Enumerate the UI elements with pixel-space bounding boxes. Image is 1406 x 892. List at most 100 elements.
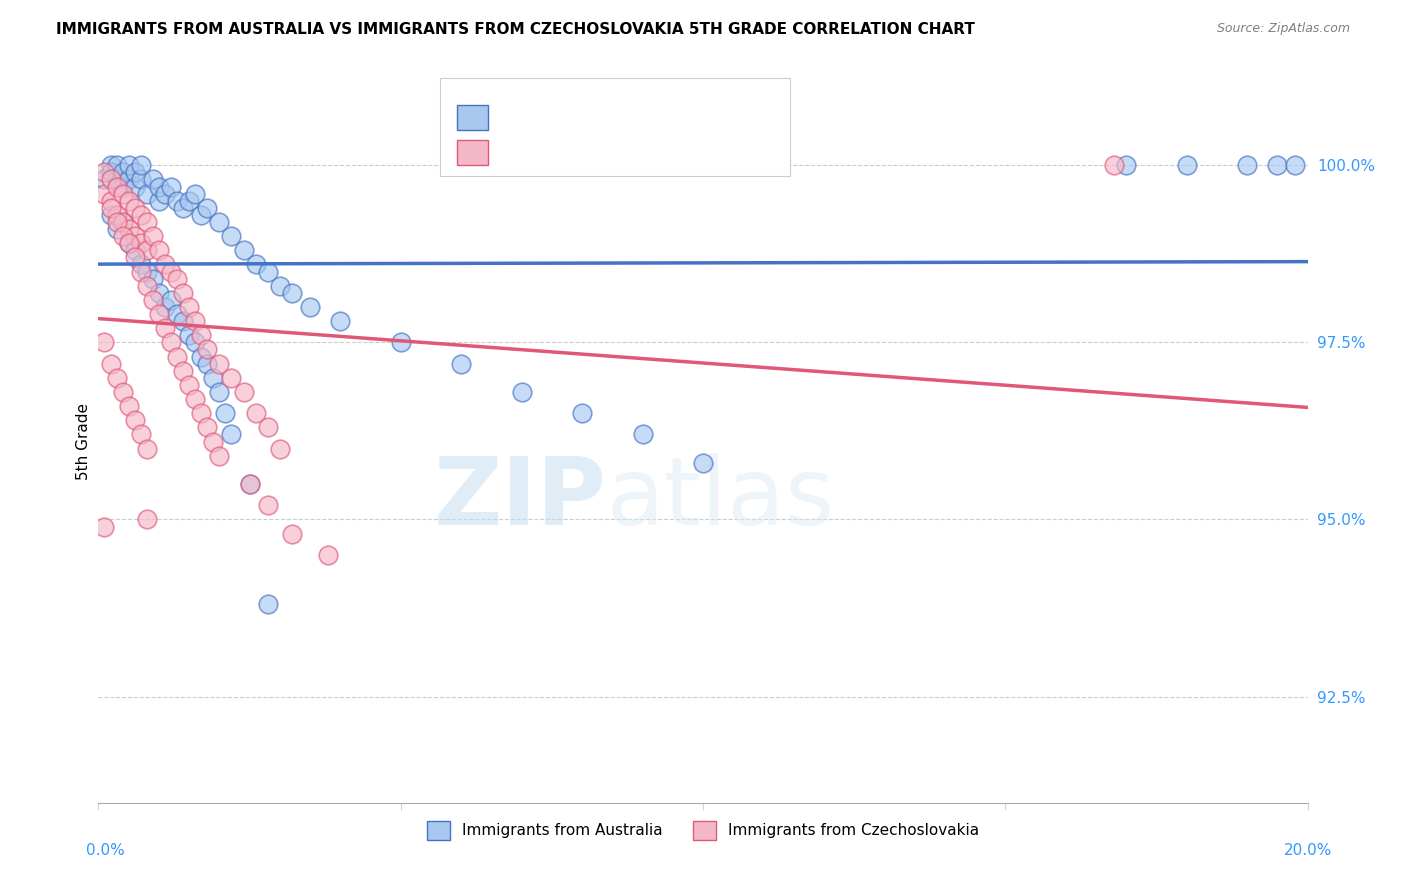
Point — [179, 300, 201, 314]
Point — [269, 442, 291, 456]
Point — [195, 201, 218, 215]
Point — [208, 215, 231, 229]
Text: ZIP: ZIP — [433, 453, 606, 545]
Point — [100, 158, 122, 172]
Point — [256, 420, 278, 434]
Point — [135, 186, 157, 201]
Point — [184, 392, 207, 406]
Point — [221, 427, 243, 442]
Point — [105, 158, 128, 172]
Point — [208, 449, 231, 463]
Point — [148, 244, 170, 258]
Point — [179, 377, 201, 392]
Text: atlas: atlas — [606, 453, 835, 545]
Point — [1102, 158, 1125, 172]
Point — [208, 384, 231, 399]
Legend: Immigrants from Australia, Immigrants from Czechoslovakia: Immigrants from Australia, Immigrants fr… — [420, 815, 986, 846]
Point — [111, 186, 134, 201]
Point — [184, 186, 207, 201]
Point — [129, 208, 152, 222]
Point — [100, 172, 122, 186]
Point — [195, 420, 218, 434]
Point — [100, 194, 122, 208]
Point — [179, 194, 201, 208]
Point — [1115, 158, 1137, 172]
Point — [166, 350, 188, 364]
Point — [118, 172, 141, 186]
Point — [118, 158, 141, 172]
Point — [245, 406, 267, 420]
Point — [190, 208, 212, 222]
Point — [631, 427, 654, 442]
Point — [93, 335, 115, 350]
Point — [153, 300, 176, 314]
Point — [129, 257, 152, 271]
Text: R =: R = — [496, 143, 530, 158]
Point — [124, 201, 146, 215]
Point — [129, 158, 152, 172]
Point — [256, 598, 278, 612]
Point — [269, 278, 291, 293]
Text: 0.198: 0.198 — [524, 108, 572, 123]
Point — [1175, 158, 1198, 172]
Point — [166, 307, 188, 321]
Point — [148, 285, 170, 300]
Point — [184, 335, 207, 350]
Text: R =: R = — [496, 108, 530, 123]
Point — [105, 208, 128, 222]
Point — [111, 229, 134, 244]
Point — [100, 201, 122, 215]
Point — [111, 179, 134, 194]
Point — [281, 526, 304, 541]
Text: N =: N = — [595, 108, 628, 123]
Point — [329, 314, 352, 328]
Point — [135, 244, 157, 258]
Y-axis label: 5th Grade: 5th Grade — [76, 403, 91, 480]
Point — [389, 335, 412, 350]
Point — [245, 257, 267, 271]
Point — [221, 371, 243, 385]
Point — [100, 165, 122, 179]
Point — [105, 371, 128, 385]
Point — [153, 186, 176, 201]
Point — [256, 498, 278, 512]
Point — [93, 172, 115, 186]
Point — [118, 236, 141, 251]
Point — [148, 307, 170, 321]
Point — [190, 350, 212, 364]
Point — [148, 179, 170, 194]
Point — [281, 285, 304, 300]
Point — [166, 271, 188, 285]
Point — [118, 399, 141, 413]
Point — [129, 236, 152, 251]
Point — [214, 406, 236, 420]
Point — [232, 244, 254, 258]
Point — [142, 172, 165, 186]
Point — [1267, 158, 1289, 172]
Point — [93, 186, 115, 201]
Point — [202, 434, 225, 449]
Point — [129, 427, 152, 442]
Point — [142, 293, 165, 307]
Point — [124, 251, 146, 265]
Point — [93, 519, 115, 533]
Point — [118, 194, 141, 208]
Text: 0.0%: 0.0% — [86, 843, 125, 858]
Point — [111, 384, 134, 399]
Point — [510, 384, 533, 399]
Text: Source: ZipAtlas.com: Source: ZipAtlas.com — [1216, 22, 1350, 36]
Text: IMMIGRANTS FROM AUSTRALIA VS IMMIGRANTS FROM CZECHOSLOVAKIA 5TH GRADE CORRELATIO: IMMIGRANTS FROM AUSTRALIA VS IMMIGRANTS … — [56, 22, 976, 37]
Point — [111, 215, 134, 229]
Point — [184, 314, 207, 328]
Point — [1236, 158, 1258, 172]
Point — [160, 335, 183, 350]
Point — [221, 229, 243, 244]
Point — [1284, 158, 1306, 172]
Point — [239, 477, 262, 491]
Text: N =: N = — [595, 143, 628, 158]
Text: 0.442: 0.442 — [524, 143, 572, 158]
Point — [118, 222, 141, 236]
Point — [202, 371, 225, 385]
Point — [105, 222, 128, 236]
Point — [111, 165, 134, 179]
